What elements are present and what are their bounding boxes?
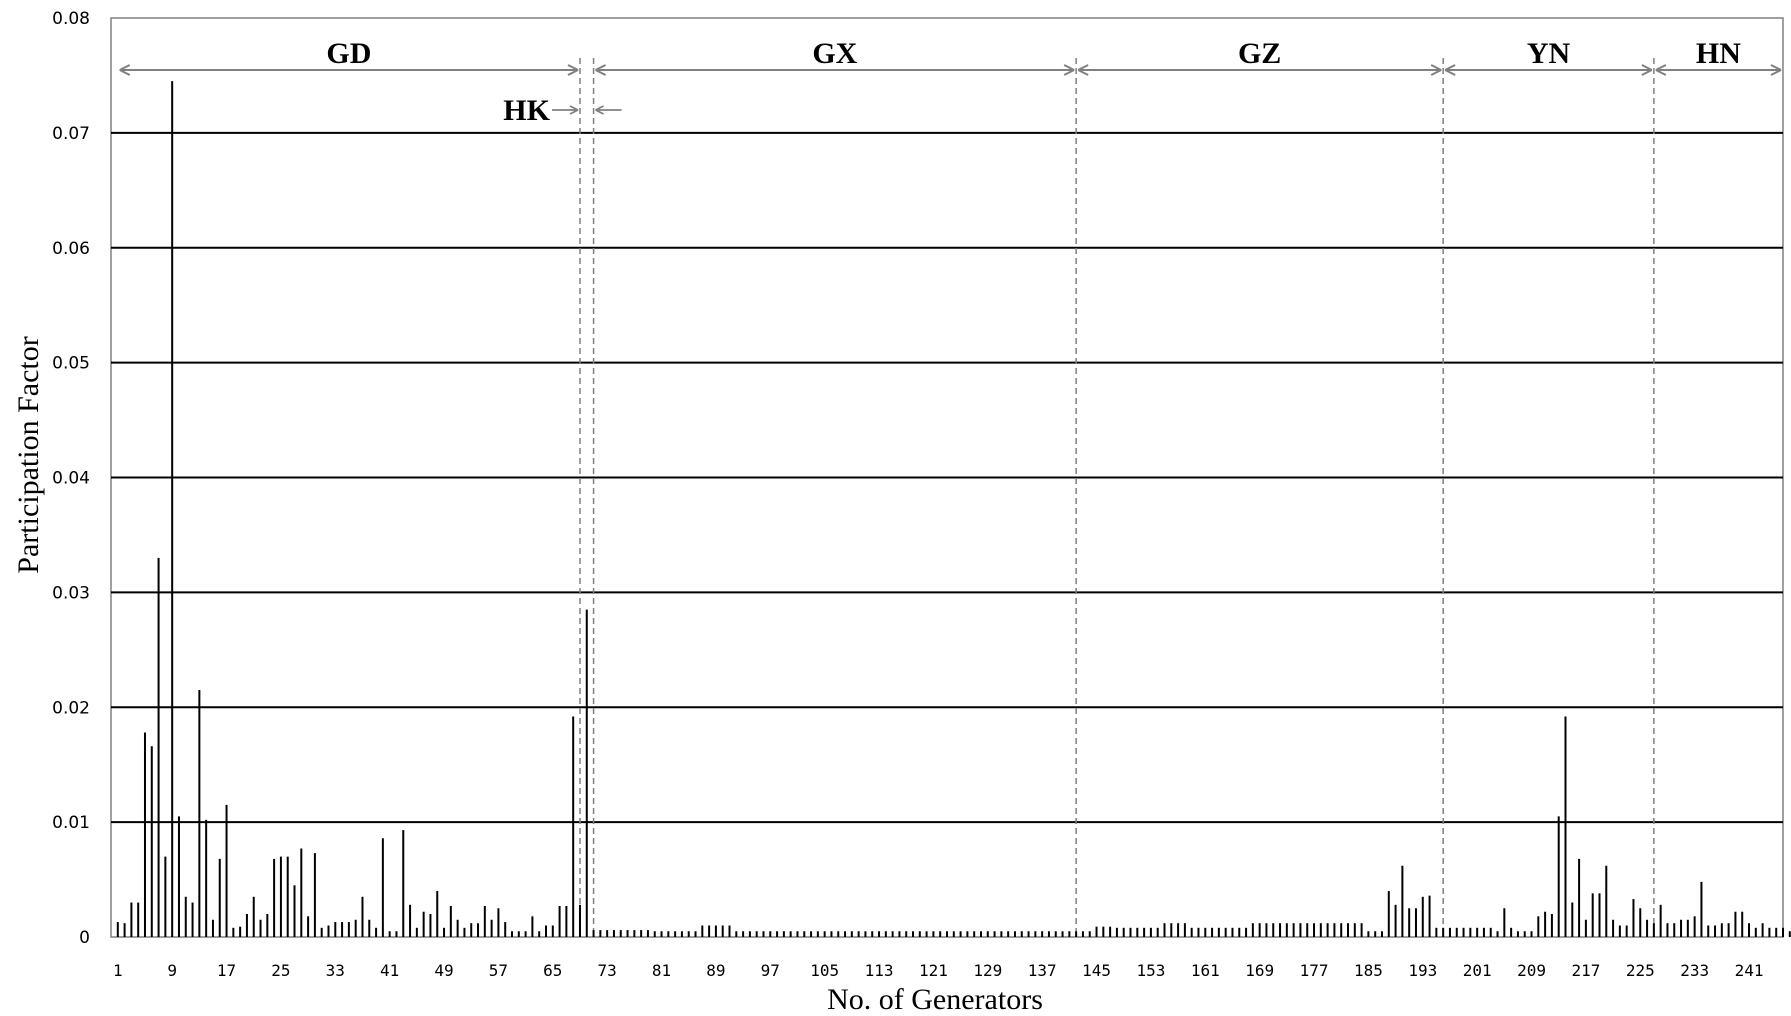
y-tick-label: 0 [79,928,90,948]
x-tick-label: 41 [380,961,399,980]
region-label: GX [812,37,857,70]
y-tick-label: 0.06 [52,239,90,259]
x-tick-label: 161 [1191,961,1220,980]
x-tick-label: 241 [1735,961,1764,980]
region-label: HN [1696,37,1741,70]
arrowheads [595,64,1075,76]
x-tick-label: 153 [1136,961,1165,980]
arrowheads [1077,64,1442,76]
arrowheads [1444,64,1653,76]
x-tick-label: 145 [1082,961,1111,980]
y-tick-label: 0.08 [52,9,90,29]
region-label: HK [503,94,550,127]
x-tick-label: 65 [543,961,562,980]
x-tick-label: 17 [217,961,236,980]
x-tick-label: 169 [1245,961,1274,980]
region-arrow-in [551,105,579,115]
arrowheads [119,64,579,76]
y-axis-ticks: 0 0.01 0.02 0.03 0.04 0.05 0.06 0.07 0.08 [52,9,90,948]
y-tick-label: 0.05 [52,354,90,374]
x-axis-ticks: 1 9 17 25 33 41 49 57 65 73 81 89 97 105 113 121 129 137 1… [113,961,1763,980]
x-tick-label: 89 [706,961,725,980]
x-tick-label: 137 [1028,961,1057,980]
y-tick-label: 0.07 [52,124,90,144]
x-tick-label: 49 [434,961,453,980]
y-tick-label: 0.03 [52,583,90,603]
x-tick-label: 233 [1680,961,1709,980]
x-tick-label: 121 [919,961,948,980]
x-tick-label: 201 [1463,961,1492,980]
y-tick-label: 0.02 [52,698,90,718]
y-axis-title: Participation Factor [12,336,45,573]
region-label: GZ [1238,37,1281,70]
bar-series [116,81,1791,937]
x-tick-label: 1 [113,961,123,980]
x-tick-label: 33 [326,961,345,980]
x-tick-label: 177 [1300,961,1329,980]
x-tick-label: 225 [1626,961,1655,980]
x-tick-label: 209 [1517,961,1546,980]
x-tick-label: 25 [271,961,290,980]
x-tick-label: 129 [973,961,1002,980]
x-tick-label: 217 [1571,961,1600,980]
x-tick-label: 185 [1354,961,1383,980]
gridlines [111,131,1783,824]
x-tick-label: 9 [167,961,177,980]
arrowheads [1655,64,1782,76]
x-tick-label: 193 [1408,961,1437,980]
x-tick-label: 57 [489,961,508,980]
x-axis-title: No. of Generators [827,983,1043,1016]
x-tick-label: 73 [598,961,617,980]
x-tick-label: 97 [761,961,780,980]
x-tick-label: 105 [810,961,839,980]
region-label: YN [1527,37,1571,70]
x-tick-label: 81 [652,961,671,980]
region-arrow-in [595,105,622,115]
y-tick-label: 0.01 [52,813,90,833]
y-tick-label: 0.04 [52,469,90,489]
region-separators [579,58,1655,937]
region-label: GD [326,37,371,70]
x-tick-label: 113 [865,961,894,980]
region-annotations: GD HK GX GZ YN HN [119,37,1782,127]
